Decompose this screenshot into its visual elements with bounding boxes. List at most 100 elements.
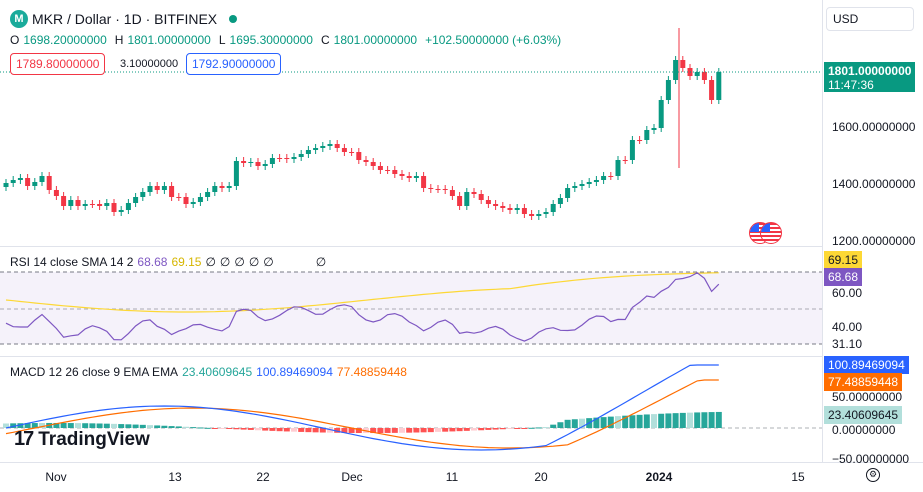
candle-body <box>161 186 167 190</box>
spread-value: 3.10000000 <box>120 58 179 70</box>
candle-body <box>3 183 9 187</box>
buy-button[interactable]: 1792.90000000 <box>186 53 282 75</box>
macd-histogram-bar <box>89 423 96 428</box>
macd-histogram-bar <box>161 425 168 428</box>
candle-body <box>269 158 275 164</box>
time-axis-label: Nov <box>45 470 67 484</box>
candle-body <box>118 210 124 212</box>
macd-histogram-bar <box>449 428 456 432</box>
macd-histogram-bar <box>269 428 276 431</box>
candle-body <box>255 162 261 166</box>
pane-divider-macd[interactable] <box>0 356 822 357</box>
macd-histogram-bar <box>463 428 470 431</box>
settings-gear-icon[interactable]: ⚙ <box>866 468 880 482</box>
macd-histogram-bar <box>147 425 153 428</box>
macd-histogram-bar <box>492 428 499 430</box>
candle-body <box>147 186 153 192</box>
time-axis-label: Dec <box>341 470 363 484</box>
candle-body <box>262 164 268 166</box>
candle-body <box>219 186 225 188</box>
low-value: 1695.30000000 <box>229 33 313 47</box>
macd-histogram-bar <box>132 424 139 428</box>
symbol-legend[interactable]: M MKR / Dollar · 1D · BITFINEX <box>10 10 238 28</box>
candle-body <box>709 80 715 100</box>
candle-body <box>413 176 419 178</box>
macd-histogram-bar <box>550 424 557 428</box>
rsi-legend[interactable]: RSI 14 close SMA 14 2 68.68 69.15 ∅ ∅ ∅ … <box>10 255 326 269</box>
candle-body <box>197 197 203 202</box>
macd-histogram-bar <box>305 428 312 433</box>
candle-body <box>421 176 427 188</box>
market-open-dot <box>229 15 238 23</box>
candle-body <box>514 208 520 210</box>
candle-body <box>529 214 535 216</box>
macd-histogram-bar <box>593 417 600 428</box>
macd-histogram-bar <box>485 428 492 430</box>
candle-body <box>25 178 31 186</box>
candle-body <box>341 148 347 152</box>
macd-histogram-bar <box>521 428 528 429</box>
candle-body <box>593 180 599 182</box>
macd-histogram-bar <box>471 428 477 431</box>
macd-histogram-bar <box>629 415 636 428</box>
candle-body <box>399 174 405 176</box>
macd-histogram-bar <box>247 428 254 430</box>
symbol-title: MKR / Dollar · 1D · BITFINEX <box>32 11 218 27</box>
candle-body <box>125 203 131 210</box>
candle-body <box>464 192 470 206</box>
macd-signal-line <box>5 379 719 449</box>
macd-legend[interactable]: MACD 12 26 close 9 EMA EMA 23.40609645 1… <box>10 365 407 379</box>
us-flag-event-icon[interactable] <box>760 222 782 244</box>
rsi-line <box>5 272 720 342</box>
macd-histogram-bar <box>168 426 175 428</box>
current-price-tag: 1801.00000000 11:47:36 <box>824 62 915 92</box>
macd-histogram-bar <box>255 428 261 431</box>
candle-body <box>644 130 650 140</box>
candle-body <box>500 206 506 208</box>
macd-histogram-bar <box>507 428 513 429</box>
macd-histogram-bar <box>420 428 427 433</box>
macd-histogram-bar <box>334 428 341 433</box>
rsi-sma-tag: 69.15 <box>824 251 863 269</box>
high-label: H <box>114 33 124 47</box>
macd-histogram-bar <box>514 428 521 429</box>
macd-histogram-bar <box>643 414 650 428</box>
tradingview-watermark[interactable]: 17 TradingView <box>14 428 150 451</box>
candle-body <box>248 162 254 163</box>
candle-body <box>478 194 484 200</box>
macd-histogram-bar <box>715 411 722 428</box>
macd-histogram-bar <box>226 428 233 429</box>
macd-histogram-bar <box>413 428 420 433</box>
rsi-sma-line <box>5 272 719 313</box>
candle-body <box>608 176 614 177</box>
macd-histogram-bar <box>406 428 413 433</box>
candle-body <box>572 186 578 188</box>
candle-body <box>622 160 628 161</box>
candle-body <box>298 154 304 157</box>
candle-body <box>10 180 16 183</box>
bar-countdown: 11:47:36 <box>828 78 874 92</box>
macd-tick-50: 50.00000000 <box>832 390 903 404</box>
candle-body <box>521 208 527 214</box>
macd-histogram-bar <box>672 413 679 428</box>
macd-histogram-bar <box>82 423 89 428</box>
open-value: 1698.20000000 <box>23 33 107 47</box>
macd-histogram-bar <box>125 424 132 428</box>
currency-select[interactable]: USD <box>826 7 914 31</box>
macd-value-tag: 100.89469094 <box>824 356 909 374</box>
candle-body <box>82 204 88 206</box>
candle-body <box>457 196 463 206</box>
macd-histogram-bar <box>456 428 463 432</box>
macd-tick-0: 0.00000000 <box>832 423 896 437</box>
macd-histogram-bar <box>651 414 657 428</box>
pane-divider-rsi[interactable] <box>0 246 822 247</box>
rsi-title: RSI 14 close SMA 14 2 <box>10 255 134 269</box>
sell-button[interactable]: 1789.80000000 <box>10 53 106 75</box>
time-axis-label: 22 <box>256 470 270 484</box>
rsi-tick-60: 60.00 <box>832 286 863 300</box>
candle-body <box>169 186 175 197</box>
macd-histogram-bar <box>31 423 38 428</box>
rsi-empty-value: ∅ <box>234 255 245 269</box>
candle-body <box>579 184 585 186</box>
